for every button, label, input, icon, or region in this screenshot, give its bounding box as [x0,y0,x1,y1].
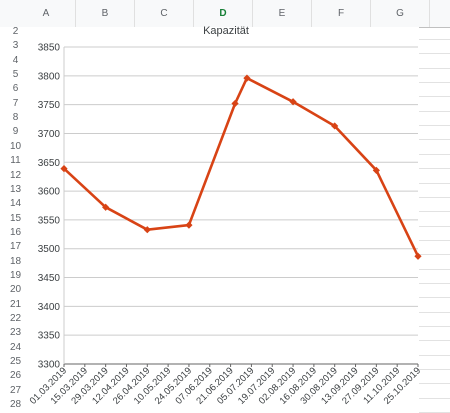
row-header-24[interactable]: 24 [9,341,22,353]
row-header-20[interactable]: 20 [9,284,22,296]
x-tick-label: 24.05.2019 [153,365,194,406]
row-header-15[interactable]: 15 [9,212,22,224]
row-header-21[interactable]: 21 [9,298,22,310]
x-tick-labels: 01.03.201915.03.201929.03.201912.04.2019… [28,364,423,407]
y-tick-label: 3700 [38,129,61,140]
x-tick-label: 29.03.2019 [69,365,110,406]
x-tick-label: 05.07.2019 [215,365,256,406]
row-header-4[interactable]: 4 [12,54,19,66]
row-header-19[interactable]: 19 [9,269,22,281]
x-tick-label: 21.06.2019 [194,365,235,406]
x-tick-label: 25.10.2019 [382,365,423,406]
data-point[interactable] [143,226,151,234]
y-tick-label: 3450 [38,273,61,284]
row-header-11[interactable]: 11 [10,155,21,167]
row-header-13[interactable]: 13 [9,183,22,195]
row-header-28[interactable]: 28 [9,399,22,411]
data-point[interactable] [289,98,297,106]
cell-gridlines [419,39,450,413]
column-header-d[interactable]: D [194,0,253,27]
x-tick-label: 07.06.2019 [173,365,214,406]
data-point[interactable] [60,165,68,173]
data-point[interactable] [331,122,339,130]
data-point[interactable] [231,99,239,108]
y-tick-label: 3650 [38,158,61,169]
row-header-25[interactable]: 25 [9,356,22,368]
y-tick-label: 3300 [38,360,61,371]
row-header-9[interactable]: 9 [12,126,19,138]
column-header-g[interactable]: G [371,0,430,27]
x-tick-label: 19.07.2019 [236,365,277,406]
column-header-a[interactable]: A [17,0,76,27]
column-header-b[interactable]: B [76,0,135,27]
y-tick-label: 3350 [38,331,61,342]
chart-background [31,27,419,413]
y-tick-label: 3800 [38,71,61,82]
x-tick-label: 01.03.2019 [28,365,69,406]
y-tick-label: 3600 [38,187,61,198]
series-line [63,76,420,257]
x-tick-label: 16.08.2019 [278,365,319,406]
row-header-10[interactable]: 10 [9,140,22,152]
row-header-17[interactable]: 17 [9,241,22,253]
column-header-c[interactable]: C [135,0,194,27]
x-tick-label: 27.09.2019 [340,365,381,406]
data-point[interactable] [185,221,193,229]
row-header-23[interactable]: 23 [9,327,22,339]
row-header-16[interactable]: 16 [9,226,22,238]
x-tick-label: 26.04.2019 [111,365,152,406]
row-header-12[interactable]: 12 [9,169,22,181]
data-point[interactable] [243,74,251,82]
data-point[interactable] [102,203,110,211]
y-tick-label: 3750 [38,100,61,111]
x-tick-label: 10.05.2019 [132,365,173,406]
x-tick-label: 30.08.2019 [298,365,339,406]
column-header-f[interactable]: F [312,0,371,27]
row-header-7[interactable]: 7 [12,97,19,109]
row-header-14[interactable]: 14 [9,198,22,210]
row-header-8[interactable]: 8 [12,112,19,124]
data-point[interactable] [372,166,380,174]
row-header-22[interactable]: 22 [9,313,22,324]
x-tick-label: 11.10.2019 [361,365,402,406]
y-tick-label: 3500 [38,244,61,255]
y-tick-label: 3850 [38,43,61,54]
y-tick-label: 3550 [38,215,61,226]
row-header-26[interactable]: 26 [9,370,22,382]
y-tick-label: 3400 [38,302,61,313]
x-tick-label: 13.09.2019 [319,365,360,406]
row-header-bar: 2 3 4 5 6 7 8 9 10 11 12 13 14 15 16 17 18 19 20 21 22 23 24 25… [0,26,31,413]
row-header-3[interactable]: 3 [12,40,19,52]
y-tick-labels: 3300 3350 3400 3450 3500 3550 3600 3650 3700 3750… [38,43,61,371]
series-points [60,74,422,260]
x-tick-label: 15.03.2019 [49,365,90,406]
row-header-5[interactable]: 5 [12,69,19,81]
row-header-6[interactable]: 6 [12,83,19,95]
row-header-18[interactable]: 18 [9,255,22,267]
y-gridlines [63,46,418,365]
row-header-2[interactable]: 2 [12,26,19,37]
x-tick-label: 02.08.2019 [257,365,298,406]
column-header-e[interactable]: E [253,0,312,27]
x-tick-label: 12.04.2019 [90,365,131,406]
row-header-27[interactable]: 27 [9,384,22,396]
